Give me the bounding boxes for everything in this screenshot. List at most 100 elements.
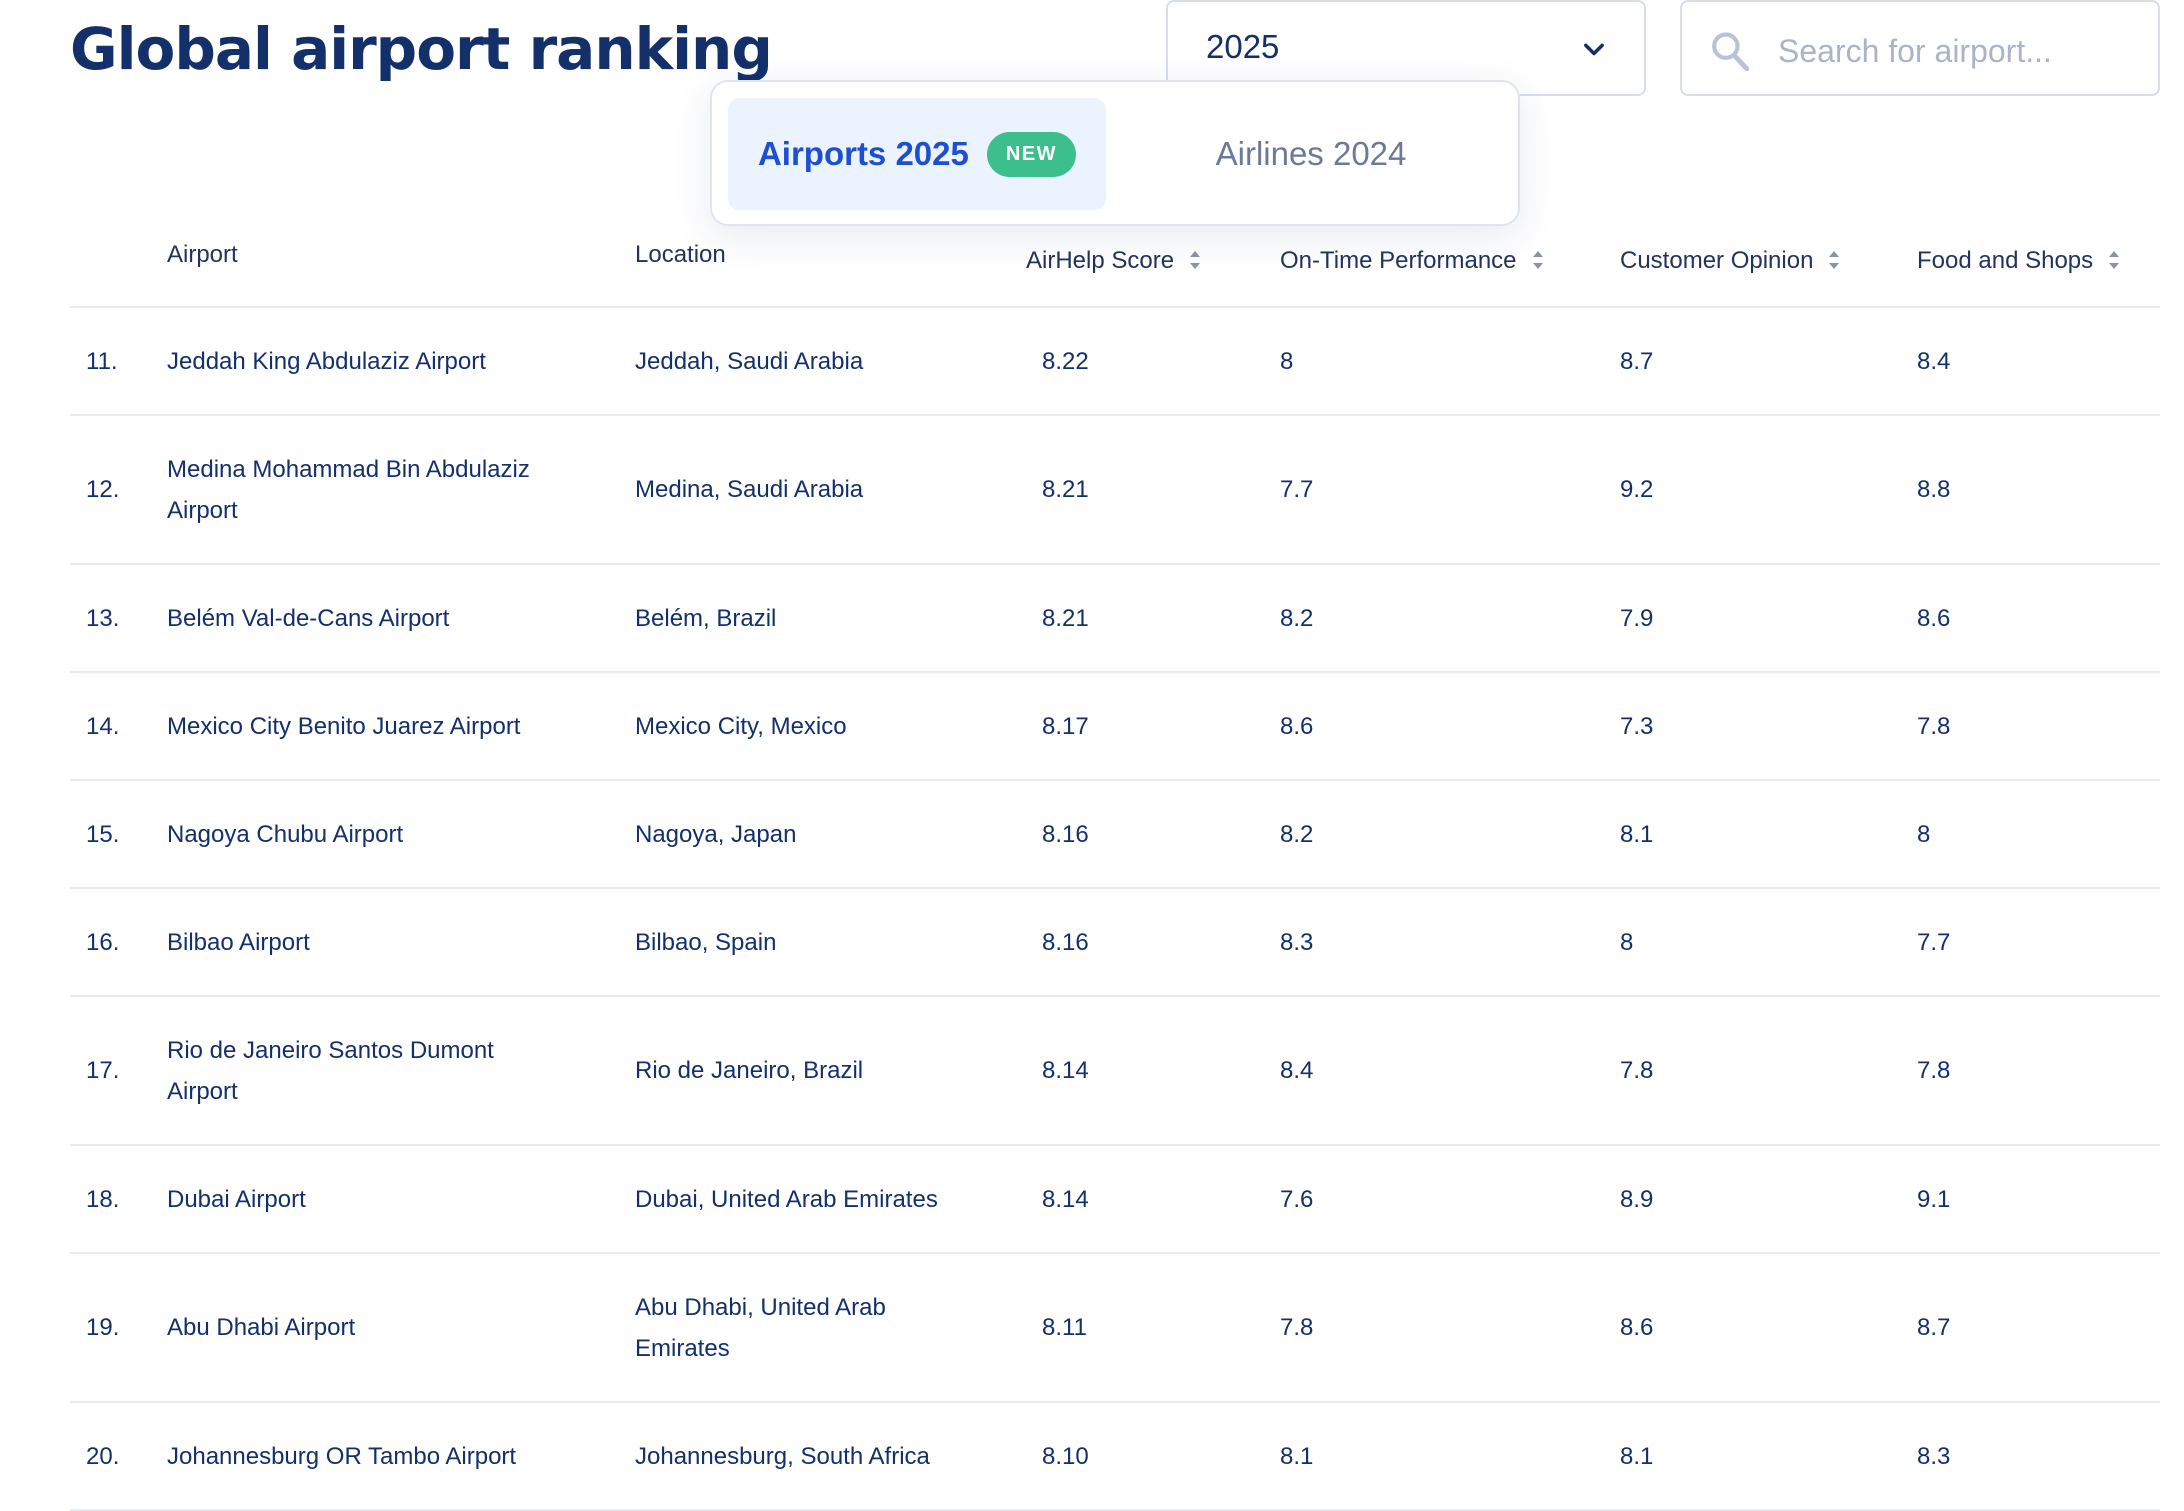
table-header-row: Airport Location AirHelp Score On-Time P… xyxy=(70,216,2160,308)
column-header-airhelp-score[interactable]: AirHelp Score xyxy=(1026,216,1280,308)
table-row[interactable]: 11. Jeddah King Abdulaziz Airport Jeddah… xyxy=(70,307,2160,416)
on-time-cell: 7.8 xyxy=(1280,1253,1620,1403)
airhelp-score-cell: 8.10 xyxy=(1026,1402,1280,1511)
new-badge: NEW xyxy=(986,131,1077,177)
rank-cell: 19. xyxy=(70,1253,167,1403)
sort-icon[interactable] xyxy=(1827,249,1841,271)
column-header-customer-opinion[interactable]: Customer Opinion xyxy=(1620,216,1917,308)
customer-opinion-cell: 8.1 xyxy=(1620,780,1917,889)
airhelp-score-cell: 8.14 xyxy=(1026,1145,1280,1254)
chevron-down-icon xyxy=(1584,43,1604,56)
airhelp-score-cell: 8.16 xyxy=(1026,780,1280,889)
airport-cell: Dubai Airport xyxy=(167,1145,635,1254)
rank-cell: 14. xyxy=(70,672,167,781)
location-cell: Bilbao, Spain xyxy=(635,888,1026,997)
column-header-location: Location xyxy=(635,216,1026,308)
airport-cell: Mexico City Benito Juarez Airport xyxy=(167,672,635,781)
table-row[interactable]: 12. Medina Mohammad Bin Abdulaziz Airpor… xyxy=(70,415,2160,565)
table-row[interactable]: 13. Belém Val-de-Cans Airport Belém, Bra… xyxy=(70,564,2160,673)
customer-opinion-cell: 7.3 xyxy=(1620,672,1917,781)
airhelp-score-cell: 8.22 xyxy=(1026,307,1280,416)
table-row[interactable]: 15. Nagoya Chubu Airport Nagoya, Japan 8… xyxy=(70,780,2160,889)
table-row[interactable]: 18. Dubai Airport Dubai, United Arab Emi… xyxy=(70,1145,2160,1254)
location-cell: Dubai, United Arab Emirates xyxy=(635,1145,1026,1254)
table-row[interactable]: 19. Abu Dhabi Airport Abu Dhabi, United … xyxy=(70,1253,2160,1403)
tab-airlines-2024[interactable]: Airlines 2024 xyxy=(1122,98,1500,210)
sort-icon[interactable] xyxy=(2107,249,2121,271)
customer-opinion-cell: 8.1 xyxy=(1620,1402,1917,1511)
airhelp-score-cell: 8.14 xyxy=(1026,996,1280,1146)
location-cell: Abu Dhabi, United Arab Emirates xyxy=(635,1253,1026,1403)
airport-cell: Belém Val-de-Cans Airport xyxy=(167,564,635,673)
rank-cell: 17. xyxy=(70,996,167,1146)
search-input[interactable] xyxy=(1776,22,2140,80)
airhelp-score-cell: 8.11 xyxy=(1026,1253,1280,1403)
tab-airports-2025[interactable]: Airports 2025 NEW xyxy=(728,98,1106,210)
rank-header xyxy=(70,216,167,308)
page-title: Global airport ranking xyxy=(70,15,773,83)
food-and-shops-cell: 8.3 xyxy=(1917,1402,2160,1511)
rank-cell: 12. xyxy=(70,415,167,565)
location-cell: Nagoya, Japan xyxy=(635,780,1026,889)
customer-opinion-cell: 7.8 xyxy=(1620,996,1917,1146)
location-cell: Rio de Janeiro, Brazil xyxy=(635,996,1026,1146)
airport-cell: Johannesburg OR Tambo Airport xyxy=(167,1402,635,1511)
rank-cell: 13. xyxy=(70,564,167,673)
airhelp-score-cell: 8.16 xyxy=(1026,888,1280,997)
table-row[interactable]: 16. Bilbao Airport Bilbao, Spain 8.16 8.… xyxy=(70,888,2160,997)
food-and-shops-cell: 9.1 xyxy=(1917,1145,2160,1254)
food-and-shops-cell: 7.7 xyxy=(1917,888,2160,997)
airport-cell: Abu Dhabi Airport xyxy=(167,1253,635,1403)
on-time-cell: 8.3 xyxy=(1280,888,1620,997)
airport-cell: Rio de Janeiro Santos Dumont Airport xyxy=(167,996,635,1146)
food-and-shops-cell: 8 xyxy=(1917,780,2160,889)
customer-opinion-cell: 8 xyxy=(1620,888,1917,997)
rank-cell: 11. xyxy=(70,307,167,416)
food-and-shops-cell: 8.4 xyxy=(1917,307,2160,416)
food-and-shops-cell: 7.8 xyxy=(1917,672,2160,781)
customer-opinion-cell: 8.7 xyxy=(1620,307,1917,416)
column-header-food-and-shops[interactable]: Food and Shops xyxy=(1917,216,2160,308)
airhelp-score-cell: 8.17 xyxy=(1026,672,1280,781)
food-and-shops-cell: 7.8 xyxy=(1917,996,2160,1146)
on-time-cell: 8.2 xyxy=(1280,780,1620,889)
rank-cell: 20. xyxy=(70,1402,167,1511)
table-row[interactable]: 17. Rio de Janeiro Santos Dumont Airport… xyxy=(70,996,2160,1146)
on-time-cell: 7.7 xyxy=(1280,415,1620,565)
location-cell: Belém, Brazil xyxy=(635,564,1026,673)
column-header-on-time-performance[interactable]: On-Time Performance xyxy=(1280,216,1620,308)
tab-airlines-label: Airlines 2024 xyxy=(1215,135,1407,172)
table-row[interactable]: 20. Johannesburg OR Tambo Airport Johann… xyxy=(70,1402,2160,1511)
table-row[interactable]: 14. Mexico City Benito Juarez Airport Me… xyxy=(70,672,2160,781)
airport-cell: Bilbao Airport xyxy=(167,888,635,997)
on-time-cell: 8.4 xyxy=(1280,996,1620,1146)
on-time-cell: 7.6 xyxy=(1280,1145,1620,1254)
rank-cell: 18. xyxy=(70,1145,167,1254)
customer-opinion-cell: 8.6 xyxy=(1620,1253,1917,1403)
food-and-shops-cell: 8.8 xyxy=(1917,415,2160,565)
search-box[interactable] xyxy=(1680,0,2160,96)
location-cell: Johannesburg, South Africa xyxy=(635,1402,1026,1511)
airhelp-score-cell: 8.21 xyxy=(1026,415,1280,565)
column-header-airport: Airport xyxy=(167,216,635,308)
on-time-cell: 8.1 xyxy=(1280,1402,1620,1511)
customer-opinion-cell: 9.2 xyxy=(1620,415,1917,565)
airport-cell: Jeddah King Abdulaziz Airport xyxy=(167,307,635,416)
customer-opinion-cell: 7.9 xyxy=(1620,564,1917,673)
sort-icon[interactable] xyxy=(1531,249,1545,271)
airport-cell: Medina Mohammad Bin Abdulaziz Airport xyxy=(167,415,635,565)
rank-cell: 16. xyxy=(70,888,167,997)
airhelp-score-cell: 8.21 xyxy=(1026,564,1280,673)
ranking-table: Airport Location AirHelp Score On-Time P… xyxy=(70,216,2160,1511)
year-dropdown-value: 2025 xyxy=(1206,28,1280,65)
customer-opinion-cell: 8.9 xyxy=(1620,1145,1917,1254)
rank-cell: 15. xyxy=(70,780,167,889)
on-time-cell: 8.2 xyxy=(1280,564,1620,673)
on-time-cell: 8 xyxy=(1280,307,1620,416)
airport-cell: Nagoya Chubu Airport xyxy=(167,780,635,889)
tab-airports-label: Airports 2025 xyxy=(757,135,969,172)
sort-icon[interactable] xyxy=(1188,249,1202,271)
food-and-shops-cell: 8.6 xyxy=(1917,564,2160,673)
location-cell: Mexico City, Mexico xyxy=(635,672,1026,781)
on-time-cell: 8.6 xyxy=(1280,672,1620,781)
